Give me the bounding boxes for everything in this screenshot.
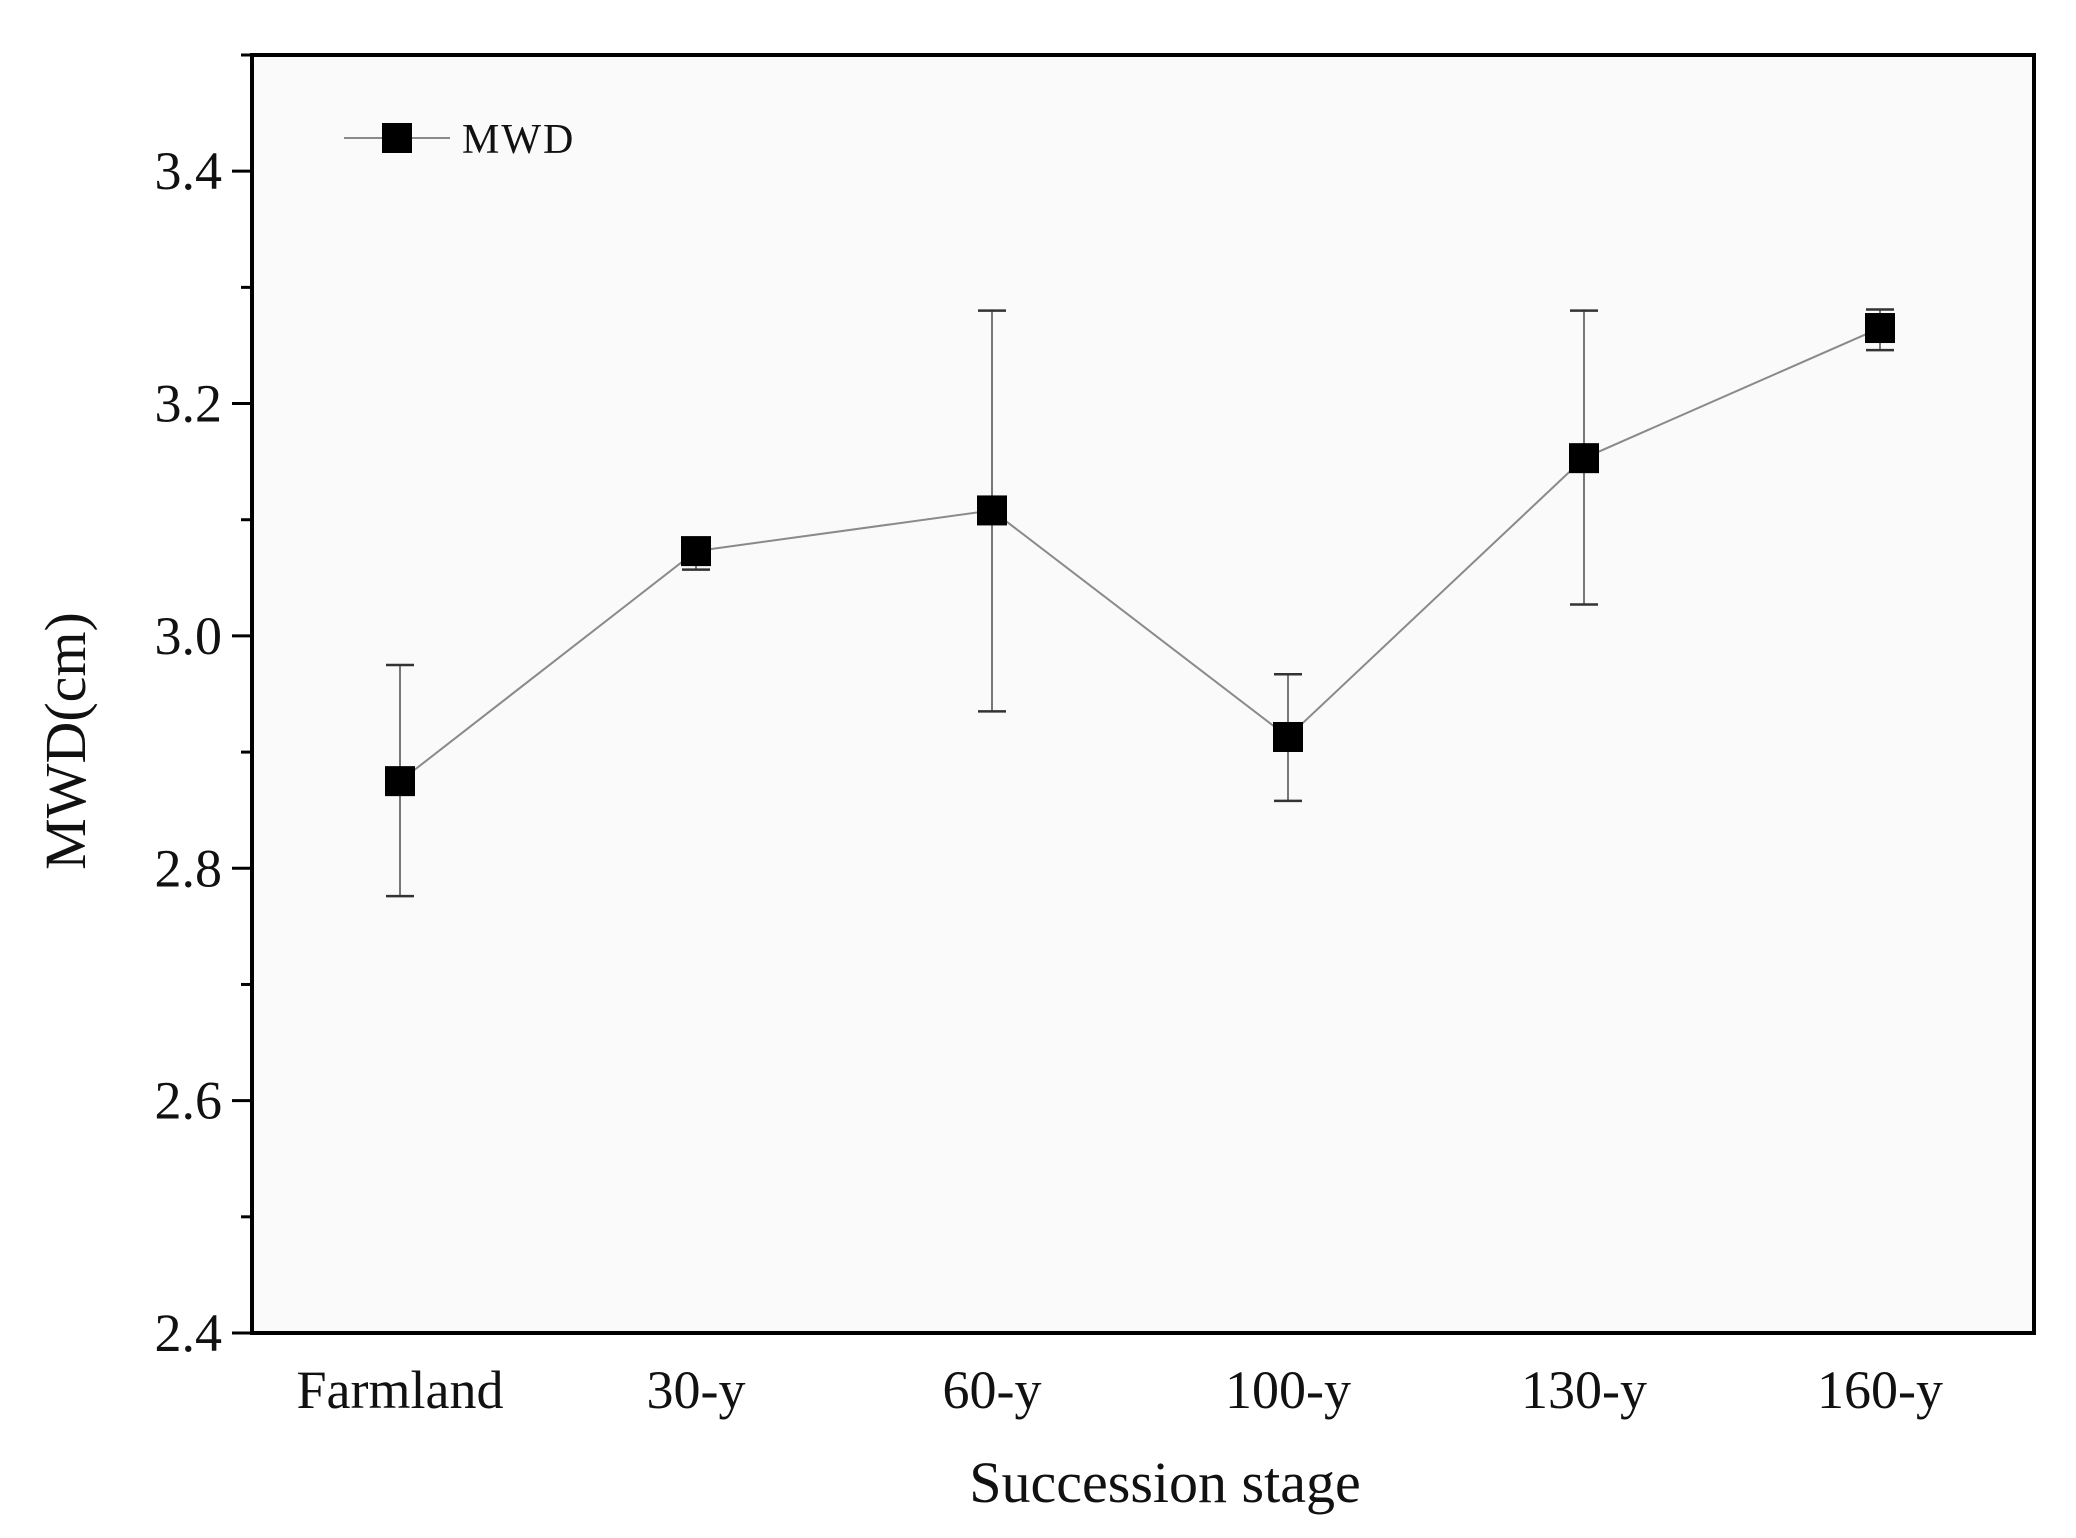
data-point-marker [977, 495, 1007, 526]
y-tick-label: 2.6 [155, 1071, 223, 1131]
series-line-mwd [399, 327, 1881, 782]
legend-label-mwd: MWD [462, 117, 575, 163]
legend: MWD [344, 117, 575, 163]
data-point-marker [1569, 443, 1599, 474]
y-tick-label: 3.2 [155, 374, 223, 434]
marker-layer [385, 313, 1895, 797]
data-point-marker [1273, 721, 1303, 752]
x-axis-ticks: Farmland 30-y 60-y 100-y 130-y 160-y [297, 1360, 1943, 1420]
legend-marker [382, 123, 412, 153]
x-tick-label: 100-y [1225, 1360, 1351, 1420]
y-axis-title: MWD(cm) [33, 612, 98, 870]
x-axis-title: Succession stage [969, 1450, 1360, 1515]
plot-frame [250, 53, 2036, 1335]
x-tick-label: Farmland [297, 1360, 504, 1420]
plot-area-background [252, 55, 2034, 1333]
data-point-marker [1865, 313, 1895, 344]
data-point-marker [385, 766, 415, 797]
y-tick-label: 2.8 [155, 838, 223, 898]
x-tick-label: 130-y [1521, 1360, 1647, 1420]
x-tick-label: 30-y [647, 1360, 746, 1420]
data-point-marker [681, 536, 711, 567]
y-tick-label: 3.0 [155, 606, 223, 666]
x-tick-label: 60-y [943, 1360, 1042, 1420]
x-tick-label: 160-y [1817, 1360, 1943, 1420]
y-tick-label: 3.4 [155, 141, 223, 201]
y-axis-ticks: 2.4 2.6 2.8 3.0 3.2 3.4 [155, 53, 252, 1363]
y-tick-label: 2.4 [155, 1303, 223, 1363]
